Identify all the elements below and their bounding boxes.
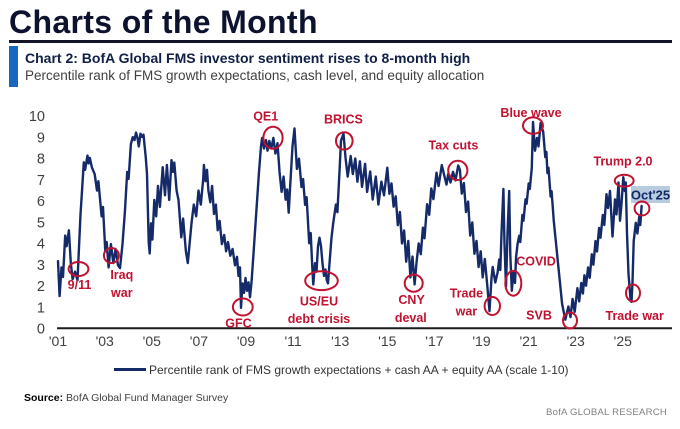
svg-text:'23: '23 bbox=[567, 333, 585, 349]
svg-text:'21: '21 bbox=[519, 333, 537, 349]
svg-text:4: 4 bbox=[37, 237, 45, 253]
svg-text:6: 6 bbox=[37, 194, 45, 210]
svg-text:'05: '05 bbox=[143, 333, 161, 349]
svg-text:'07: '07 bbox=[190, 333, 208, 349]
svg-text:Trump 2.0: Trump 2.0 bbox=[593, 154, 652, 168]
svg-text:'17: '17 bbox=[425, 333, 443, 349]
svg-text:'19: '19 bbox=[472, 333, 490, 349]
svg-text:BRICS: BRICS bbox=[324, 112, 363, 126]
svg-text:'01: '01 bbox=[49, 333, 67, 349]
svg-text:'13: '13 bbox=[331, 333, 349, 349]
svg-text:2: 2 bbox=[37, 279, 45, 295]
svg-text:Iraq: Iraq bbox=[110, 268, 133, 282]
svg-text:'25: '25 bbox=[614, 333, 632, 349]
svg-text:Trade war: Trade war bbox=[606, 309, 664, 323]
svg-text:9: 9 bbox=[37, 130, 45, 146]
svg-text:war: war bbox=[110, 286, 133, 300]
svg-text:Trade: Trade bbox=[450, 287, 483, 301]
svg-text:'09: '09 bbox=[237, 333, 255, 349]
svg-text:debt crisis: debt crisis bbox=[288, 312, 351, 326]
svg-text:CNY: CNY bbox=[398, 293, 425, 307]
svg-text:3: 3 bbox=[37, 258, 45, 274]
svg-text:8: 8 bbox=[37, 152, 45, 168]
svg-text:'03: '03 bbox=[96, 333, 114, 349]
svg-text:10: 10 bbox=[29, 109, 45, 125]
svg-text:5: 5 bbox=[37, 215, 45, 231]
svg-text:Tax cuts: Tax cuts bbox=[429, 139, 479, 153]
svg-text:GFC: GFC bbox=[225, 317, 251, 331]
svg-text:SVB: SVB bbox=[526, 309, 552, 323]
svg-text:'15: '15 bbox=[378, 333, 396, 349]
svg-text:COVID: COVID bbox=[516, 255, 556, 269]
svg-text:deval: deval bbox=[395, 311, 427, 325]
svg-text:Oct'25: Oct'25 bbox=[631, 188, 670, 203]
svg-text:war: war bbox=[455, 305, 478, 319]
svg-text:7: 7 bbox=[37, 173, 45, 189]
svg-text:9/11: 9/11 bbox=[68, 278, 92, 292]
svg-text:US/EU: US/EU bbox=[300, 295, 338, 309]
svg-text:0: 0 bbox=[37, 322, 45, 338]
svg-text:'11: '11 bbox=[284, 333, 301, 349]
svg-text:1: 1 bbox=[37, 300, 45, 316]
svg-text:Blue wave: Blue wave bbox=[500, 106, 561, 120]
svg-text:QE1: QE1 bbox=[253, 110, 278, 124]
